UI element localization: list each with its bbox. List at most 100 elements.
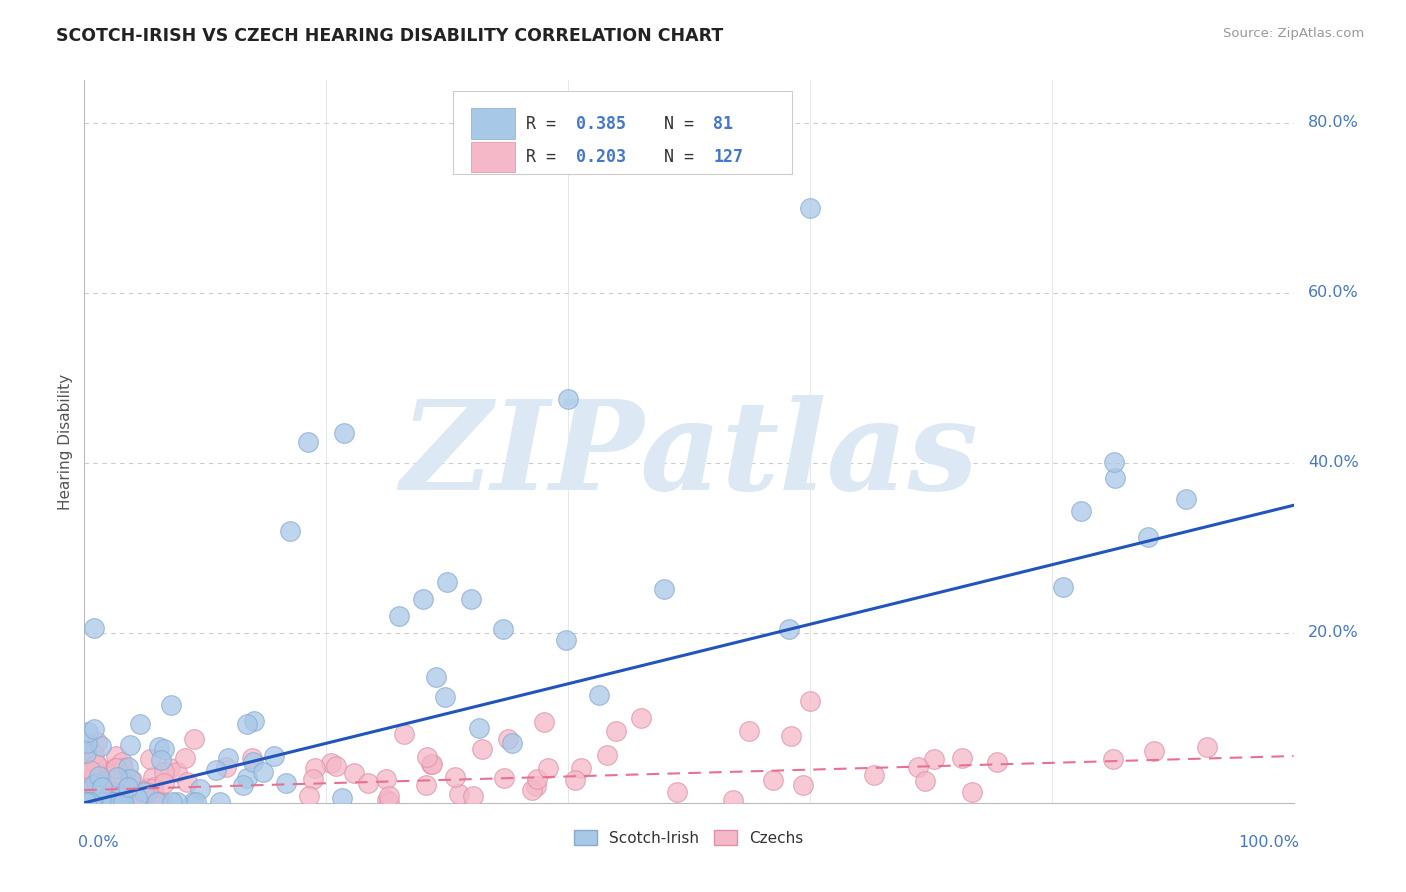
- Point: [104, 760, 127, 774]
- Point: [235, 716, 257, 731]
- Point: [596, 747, 619, 762]
- Point: [263, 749, 285, 764]
- Point: [520, 783, 543, 797]
- Point: [1070, 503, 1092, 517]
- Point: [76, 786, 98, 800]
- Point: [117, 780, 139, 794]
- Point: [526, 772, 548, 787]
- Point: [524, 779, 547, 793]
- Point: [125, 795, 148, 809]
- Point: [118, 772, 141, 786]
- Point: [564, 772, 586, 787]
- Point: [304, 761, 326, 775]
- Point: [779, 729, 801, 743]
- Point: [75, 746, 97, 760]
- Point: [105, 778, 128, 792]
- Point: [420, 757, 443, 772]
- Point: [89, 795, 111, 809]
- Point: [950, 750, 973, 764]
- Point: [101, 795, 124, 809]
- Point: [79, 795, 101, 809]
- Text: 40.0%: 40.0%: [1308, 455, 1358, 470]
- Point: [131, 783, 153, 797]
- Point: [141, 781, 163, 796]
- Point: [76, 725, 98, 739]
- Point: [297, 434, 319, 449]
- Point: [83, 747, 105, 761]
- Point: [104, 770, 127, 784]
- Text: ZIPatlas: ZIPatlas: [399, 395, 979, 516]
- Point: [778, 622, 800, 636]
- Point: [799, 694, 821, 708]
- Point: [79, 795, 101, 809]
- Point: [738, 723, 761, 738]
- Point: [83, 772, 105, 787]
- Point: [862, 768, 884, 782]
- Point: [82, 780, 104, 794]
- Point: [184, 795, 207, 809]
- Point: [87, 766, 110, 780]
- Point: [94, 790, 117, 805]
- Point: [181, 795, 204, 809]
- Point: [83, 622, 105, 636]
- Point: [274, 775, 297, 789]
- Point: [153, 765, 176, 780]
- Point: [101, 795, 124, 809]
- Point: [82, 770, 104, 784]
- Point: [105, 761, 128, 775]
- Point: [87, 769, 110, 783]
- Point: [242, 755, 264, 769]
- Point: [166, 795, 188, 809]
- Text: Source: ZipAtlas.com: Source: ZipAtlas.com: [1223, 27, 1364, 40]
- Point: [799, 201, 821, 215]
- Point: [471, 741, 494, 756]
- Point: [278, 524, 301, 538]
- Text: R =: R =: [526, 148, 565, 166]
- Text: 60.0%: 60.0%: [1308, 285, 1358, 301]
- Point: [447, 788, 470, 802]
- Point: [94, 793, 117, 807]
- Point: [159, 761, 181, 775]
- Point: [666, 785, 689, 799]
- Point: [84, 795, 107, 809]
- Point: [173, 750, 195, 764]
- Point: [605, 723, 627, 738]
- Point: [762, 773, 785, 788]
- Point: [90, 795, 112, 809]
- Point: [111, 795, 134, 809]
- Point: [108, 795, 131, 809]
- Point: [537, 761, 560, 775]
- Point: [117, 759, 139, 773]
- Point: [571, 761, 593, 775]
- Point: [792, 778, 814, 792]
- Point: [330, 791, 353, 805]
- Point: [388, 608, 411, 623]
- Point: [111, 755, 134, 769]
- Point: [443, 770, 465, 784]
- Point: [76, 743, 98, 757]
- Point: [121, 773, 143, 788]
- Point: [148, 739, 170, 754]
- Text: N =: N =: [644, 148, 695, 166]
- Point: [90, 795, 112, 809]
- Point: [83, 722, 105, 736]
- Point: [103, 767, 125, 781]
- Point: [460, 591, 482, 606]
- Point: [120, 739, 142, 753]
- Point: [1143, 744, 1166, 758]
- Point: [190, 782, 212, 797]
- Point: [98, 784, 121, 798]
- Point: [84, 756, 107, 771]
- Point: [86, 758, 108, 772]
- Point: [105, 795, 128, 809]
- Point: [79, 795, 101, 809]
- Point: [554, 632, 576, 647]
- Point: [90, 795, 112, 809]
- Point: [142, 780, 165, 794]
- Point: [468, 721, 491, 735]
- Point: [82, 778, 104, 792]
- Point: [183, 732, 205, 747]
- Text: 0.385: 0.385: [576, 114, 627, 133]
- Point: [415, 778, 437, 792]
- Point: [501, 735, 523, 749]
